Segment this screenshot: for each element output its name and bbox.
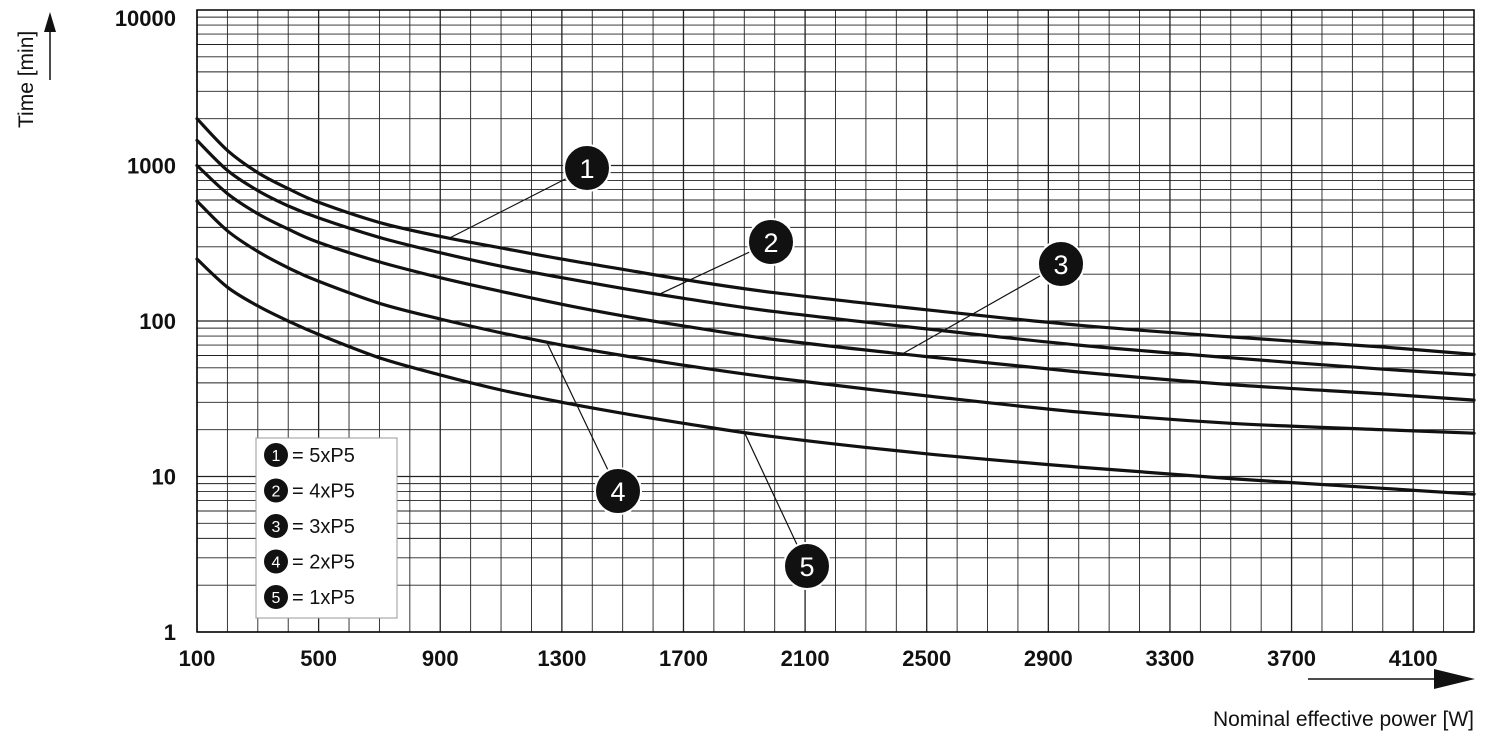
callout-leader-5 (743, 432, 808, 567)
callout-leader-4 (546, 341, 619, 492)
legend-marker-number: 1 (272, 448, 281, 465)
legend-entry-3: = 3xP5 (292, 516, 355, 538)
callout-marker-1 (563, 144, 611, 192)
legend-marker-number: 5 (272, 590, 281, 607)
callout-marker-4 (594, 467, 642, 515)
x-tick-label: 1300 (537, 646, 586, 671)
legend-marker-number: 4 (272, 555, 281, 572)
y-tick-label: 1000 (127, 154, 176, 179)
legend: 1 = 5xP5 2 = 4xP5 3 = 3xP5 4 = 2xP5 5 = 1xP5 (255, 437, 398, 619)
callout-number-4: 4 (610, 477, 625, 507)
y-axis-label: Time [min] (15, 31, 38, 128)
x-tick-label: 500 (300, 646, 337, 671)
legend-marker-2 (264, 478, 288, 503)
callout-leader-3 (902, 263, 1062, 355)
callout-marker-3 (1037, 240, 1085, 288)
legend-marker-3 (264, 514, 288, 538)
y-tick-label: 1 (164, 620, 176, 645)
x-axis-arrow (1308, 669, 1475, 689)
series-line-1 (195, 117, 1476, 356)
x-tick-label: 2100 (781, 646, 830, 671)
callout-markers: 1 2 3 4 5 (449, 144, 1085, 590)
y-tick-label: 100 (139, 309, 176, 334)
callout-leader-1 (449, 167, 588, 239)
x-tick-label: 3700 (1267, 646, 1316, 671)
callout-number-1: 1 (579, 154, 594, 184)
legend-marker-number: 3 (272, 519, 281, 536)
y-tick-label: 10000 (115, 6, 176, 31)
legend-marker-number: 2 (272, 484, 281, 501)
series-line-4 (195, 199, 1476, 435)
plot-frame (196, 9, 1475, 633)
x-tick-label: 100 (179, 646, 216, 671)
series-line-2 (195, 138, 1476, 377)
legend-entry-5: = 1xP5 (292, 587, 355, 609)
callout-marker-5 (783, 542, 831, 590)
callout-number-3: 3 (1053, 250, 1068, 280)
legend-marker-1 (264, 443, 288, 467)
y-axis-arrow (44, 12, 56, 80)
x-tick-label: 3300 (1145, 646, 1194, 671)
x-axis-label: Nominal effective power [W] (1213, 708, 1474, 731)
series-line-3 (195, 163, 1476, 402)
grid (196, 10, 1475, 633)
series-lines (195, 117, 1476, 496)
x-tick-label: 2500 (902, 646, 951, 671)
y-tick-labels: 1 10 100 1000 10000 (115, 6, 176, 645)
series-line-5 (195, 257, 1476, 496)
legend-entry-2: = 4xP5 (292, 481, 355, 503)
legend-marker-4 (264, 549, 288, 574)
callout-number-2: 2 (763, 228, 778, 258)
legend-entry-1: = 5xP5 (292, 445, 355, 467)
x-tick-label: 2900 (1024, 646, 1073, 671)
legend-marker-5 (264, 585, 288, 609)
x-tick-labels: 100 500 900 1300 1700 2100 2500 2900 3300 3700 410… (179, 646, 1438, 671)
callout-number-5: 5 (799, 552, 814, 582)
callout-marker-2 (747, 218, 795, 266)
x-tick-label: 1700 (659, 646, 708, 671)
x-tick-label: 900 (422, 646, 459, 671)
legend-entry-4: = 2xP5 (292, 552, 355, 574)
y-tick-label: 10 (152, 465, 176, 490)
x-tick-label: 4100 (1389, 646, 1438, 671)
